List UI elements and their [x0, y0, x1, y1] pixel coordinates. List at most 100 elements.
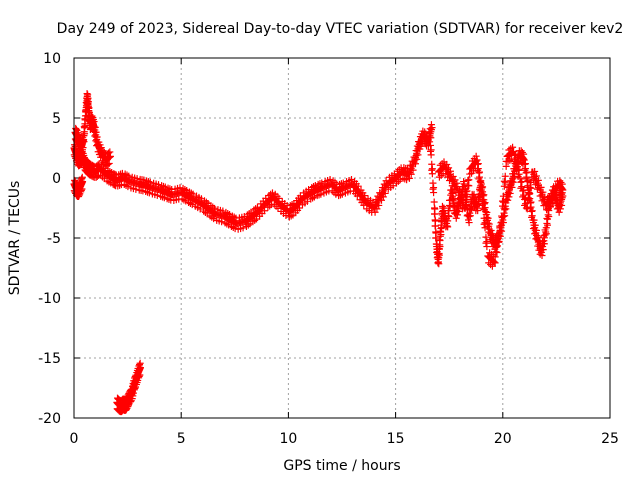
- series-main-trace: [70, 121, 436, 233]
- data-point: [482, 239, 490, 247]
- data-point: [75, 191, 83, 199]
- data-point: [516, 174, 524, 182]
- data-point: [475, 194, 483, 202]
- data-point: [465, 182, 473, 190]
- data-point: [499, 192, 507, 200]
- data-point: [429, 185, 437, 193]
- data-point: [500, 177, 508, 185]
- data-point: [472, 152, 480, 160]
- data-point: [497, 222, 505, 230]
- data-point: [518, 148, 526, 156]
- data-point: [413, 155, 421, 163]
- data-point: [481, 219, 489, 227]
- data-point: [532, 226, 540, 234]
- x-tick-label: 10: [279, 431, 297, 447]
- y-tick-label: -10: [38, 291, 61, 307]
- data-point: [437, 231, 445, 239]
- y-tick-label: -15: [38, 351, 61, 367]
- data-point: [430, 184, 438, 192]
- data-point: [79, 178, 87, 186]
- data-point: [531, 221, 539, 229]
- data-point: [505, 193, 513, 201]
- data-point: [521, 160, 529, 168]
- data-point: [176, 184, 184, 192]
- data-point: [474, 207, 482, 215]
- data-point: [515, 165, 523, 173]
- data-point: [468, 205, 476, 213]
- data-point: [495, 232, 503, 240]
- data-point: [453, 211, 461, 219]
- data-point: [504, 196, 512, 204]
- y-tick-label: 10: [43, 51, 61, 67]
- data-point: [414, 151, 422, 159]
- data-point: [90, 118, 98, 126]
- x-axis-label: GPS time / hours: [283, 458, 400, 474]
- data-point: [318, 179, 326, 187]
- data-point: [326, 176, 334, 184]
- data-point: [506, 189, 514, 197]
- data-point: [444, 223, 452, 231]
- data-point: [239, 224, 247, 232]
- data-point: [92, 128, 100, 136]
- data-point: [210, 215, 218, 223]
- data-point: [430, 198, 438, 206]
- data-point: [131, 384, 139, 392]
- data-point: [444, 217, 452, 225]
- data-point: [74, 129, 82, 137]
- data-point: [432, 229, 440, 237]
- data-point: [521, 160, 529, 168]
- data-point: [518, 178, 526, 186]
- data-point: [428, 160, 436, 168]
- data-point: [465, 219, 473, 227]
- data-point: [558, 190, 566, 198]
- data-point: [431, 205, 439, 213]
- data-point: [275, 194, 283, 202]
- data-point: [476, 168, 484, 176]
- data-point: [511, 150, 519, 158]
- data-point: [556, 205, 564, 213]
- data-point: [523, 205, 531, 213]
- data-point: [428, 166, 436, 174]
- data-point: [531, 167, 539, 175]
- data-point: [465, 213, 473, 221]
- series-late-trace-b: [434, 143, 567, 270]
- data-point: [446, 167, 454, 175]
- data-point: [499, 198, 507, 206]
- data-point: [412, 160, 420, 168]
- x-tick-label: 15: [387, 431, 405, 447]
- x-tick-label: 0: [70, 431, 79, 447]
- data-point: [104, 160, 112, 168]
- y-tick-label: -20: [38, 411, 61, 427]
- data-point: [460, 180, 468, 188]
- data-point: [539, 246, 547, 254]
- data-point: [493, 249, 501, 257]
- data-point: [530, 216, 538, 224]
- data-point: [520, 150, 528, 158]
- data-point: [527, 198, 535, 206]
- data-point: [510, 151, 518, 159]
- data-point: [78, 185, 86, 193]
- plot-frame: [73, 57, 611, 419]
- data-point: [361, 192, 369, 200]
- data-point: [483, 208, 491, 216]
- data-point: [409, 166, 417, 174]
- data-point: [448, 189, 456, 197]
- data-point: [145, 189, 153, 197]
- data-point: [461, 204, 469, 212]
- data-point: [509, 143, 517, 151]
- data-point: [486, 249, 494, 257]
- data-point: [501, 206, 509, 214]
- data-point: [136, 371, 144, 379]
- x-tick-label: 20: [494, 431, 512, 447]
- grid: [74, 58, 610, 418]
- data-point: [84, 98, 92, 106]
- data-point: [218, 218, 226, 226]
- data-point: [539, 188, 547, 196]
- data-point: [532, 172, 540, 180]
- data-point: [456, 186, 464, 194]
- data-point: [466, 206, 474, 214]
- data-point: [453, 179, 461, 187]
- data-point: [461, 198, 469, 206]
- data-point: [375, 201, 383, 209]
